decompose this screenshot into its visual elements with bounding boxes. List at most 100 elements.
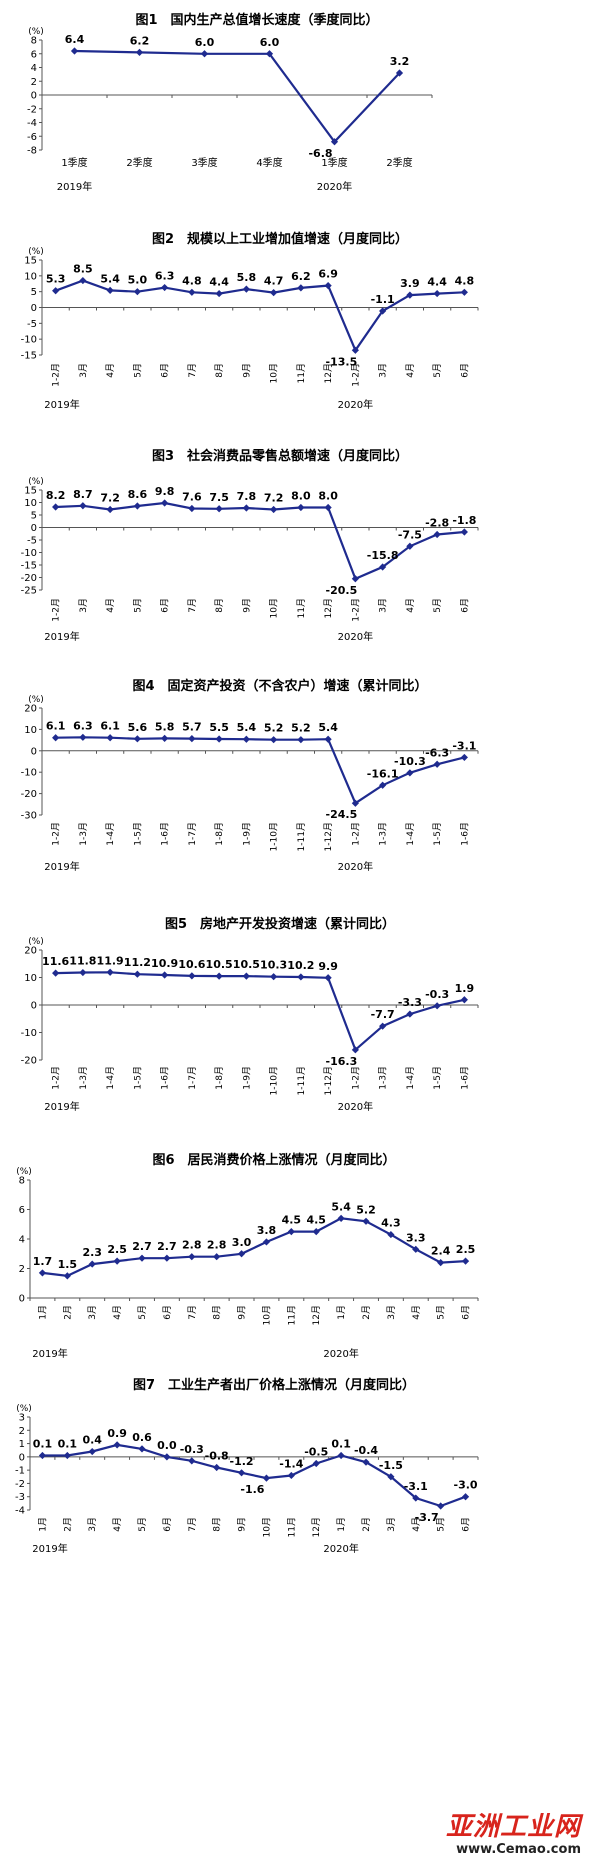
- data-point: [287, 1471, 295, 1480]
- data-label: 0.1: [331, 1438, 351, 1451]
- data-point: [437, 1259, 445, 1267]
- data-label: 5.2: [264, 722, 284, 735]
- data-label: 0.0: [157, 1439, 177, 1452]
- data-label: -0.3: [180, 1443, 204, 1456]
- data-point: [106, 286, 114, 294]
- data-label: 5.4: [100, 272, 120, 285]
- data-point: [237, 1469, 246, 1477]
- chart-title: 图4 固定资产投资（不含农户）增速（累计同比）: [132, 678, 427, 694]
- x-tick-label: 1-2月: [51, 1066, 62, 1090]
- data-label: 8.2: [46, 489, 66, 502]
- data-label: 3.3: [406, 1231, 426, 1244]
- x-tick-label: 1-2月: [350, 598, 361, 622]
- year-label: 2019年: [44, 860, 79, 873]
- data-point: [213, 1253, 221, 1261]
- year-label: 2019年: [44, 398, 79, 411]
- x-tick-label: 1-3月: [378, 1066, 389, 1090]
- data-label: 1.9: [455, 982, 475, 995]
- year-label: 2019年: [44, 630, 79, 643]
- x-tick-label: 6月: [162, 1517, 173, 1532]
- data-point: [188, 972, 196, 980]
- y-tick-label: 2: [19, 1426, 25, 1437]
- data-label: 1.7: [33, 1255, 53, 1268]
- data-label: 11.8: [69, 955, 96, 968]
- data-label: -0.5: [304, 1446, 328, 1459]
- x-tick-label: 1季度: [61, 156, 87, 169]
- y-tick-label: 4: [19, 1235, 25, 1246]
- data-point: [379, 1022, 387, 1030]
- data-label: 0.6: [132, 1431, 152, 1444]
- x-tick-label: 1-5月: [132, 822, 143, 846]
- data-label: -16.3: [326, 1055, 358, 1068]
- y-axis-unit-label: (%): [28, 937, 44, 947]
- data-label: 6.0: [260, 36, 280, 49]
- x-tick-label: 12月: [311, 1305, 322, 1325]
- x-tick-label: 9月: [241, 363, 252, 378]
- data-point: [461, 1493, 470, 1501]
- data-point: [433, 1002, 441, 1010]
- x-tick-label: 1月: [336, 1305, 347, 1320]
- y-tick-label: -6: [27, 132, 37, 143]
- year-label: 2019年: [32, 1347, 67, 1360]
- x-tick-label: 3月: [78, 363, 89, 378]
- data-point: [337, 1451, 345, 1460]
- data-label: 6.1: [46, 720, 66, 733]
- y-tick-label: -2: [15, 1479, 25, 1490]
- x-tick-label: 5月: [436, 1517, 447, 1532]
- x-tick-label: 11月: [286, 1305, 297, 1325]
- data-point: [379, 781, 387, 789]
- data-label: 1.5: [58, 1258, 78, 1271]
- y-tick-label: -4: [15, 1506, 25, 1517]
- data-label: 9.9: [318, 960, 338, 973]
- year-label: 2020年: [323, 1542, 358, 1555]
- y-tick-label: -3: [15, 1492, 25, 1503]
- data-label: 5.0: [128, 274, 148, 287]
- data-point: [188, 288, 196, 296]
- data-label: -20.5: [326, 584, 358, 597]
- y-tick-label: -1: [15, 1466, 25, 1477]
- data-label: 4.3: [381, 1217, 401, 1230]
- x-tick-label: 1月: [37, 1517, 48, 1532]
- x-tick-label: 1-3月: [378, 822, 389, 846]
- x-tick-label: 1-10月: [269, 1066, 280, 1095]
- x-tick-label: 1-2月: [350, 822, 361, 846]
- x-tick-label: 7月: [187, 598, 198, 613]
- y-tick-label: 10: [24, 271, 37, 282]
- data-point: [215, 505, 223, 513]
- x-tick-label: 7月: [187, 1305, 198, 1320]
- x-tick-label: 4月: [105, 598, 116, 613]
- x-tick-label: 4季度: [256, 156, 282, 169]
- data-point: [135, 48, 144, 56]
- y-tick-label: 4: [31, 63, 37, 74]
- x-tick-label: 10月: [261, 1517, 272, 1537]
- data-label: 8.7: [73, 488, 93, 501]
- data-point: [412, 1245, 420, 1253]
- data-label: -2.8: [425, 517, 449, 530]
- y-tick-label: 10: [24, 725, 37, 736]
- x-tick-label: 12月: [323, 363, 334, 383]
- data-point: [433, 289, 441, 298]
- data-label: -3.1: [452, 739, 476, 752]
- data-label: 3.2: [390, 55, 410, 68]
- x-tick-label: 10月: [261, 1305, 272, 1325]
- x-tick-label: 6月: [461, 1517, 472, 1532]
- data-label: 2.7: [157, 1240, 177, 1253]
- y-axis-unit-label: (%): [28, 247, 44, 257]
- x-tick-label: 1-4月: [405, 822, 416, 846]
- x-tick-label: 5月: [432, 598, 443, 613]
- x-tick-label: 1-3月: [78, 1066, 89, 1090]
- y-tick-label: -4: [27, 118, 37, 129]
- data-point: [113, 1441, 121, 1449]
- data-point: [38, 1269, 47, 1277]
- data-label: 11.6: [42, 955, 69, 968]
- y-tick-label: 0: [31, 523, 37, 534]
- x-tick-label: 1-5月: [132, 1066, 143, 1090]
- data-label: 11.9: [97, 954, 124, 967]
- x-tick-label: 8月: [212, 1517, 223, 1532]
- data-point: [63, 1451, 71, 1460]
- x-tick-label: 3月: [87, 1517, 98, 1532]
- data-label: 6.0: [195, 36, 215, 49]
- data-label: 2.8: [207, 1239, 227, 1252]
- data-label: 0.4: [82, 1434, 102, 1447]
- data-point: [215, 735, 223, 743]
